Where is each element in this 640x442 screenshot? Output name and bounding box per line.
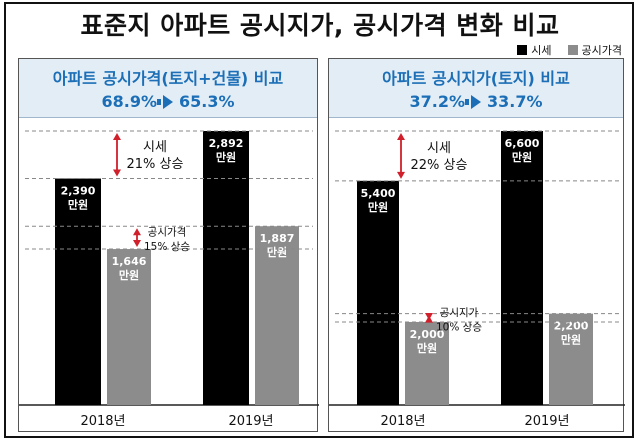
data-unit-label: 만원: [216, 150, 236, 164]
bar-official-2019년: [255, 226, 299, 405]
main-title: 표준지 아파트 공시지가, 공시가격 변화 비교: [80, 11, 560, 40]
arrow-head-down: [397, 171, 405, 179]
data-unit-label: 만원: [68, 198, 88, 212]
arrow-head-up: [397, 133, 405, 140]
data-unit-label: 만원: [368, 200, 388, 214]
legend-label-official: 공시가격: [581, 44, 622, 57]
panel-header: 아파트 공시가격(토지+건물) 비교 68.9% 65.3%: [19, 59, 317, 118]
ratio-to: 33.7%: [487, 92, 543, 111]
ratio-to: 65.3%: [179, 92, 235, 111]
arrow-right-icon: [157, 94, 173, 109]
annotation-text: 공시가격: [148, 226, 187, 239]
annotation-text: 시세: [427, 141, 451, 156]
annotation-text: 공시지가: [440, 307, 479, 319]
legend-swatch-official: [567, 45, 578, 55]
arrow-head-down: [133, 240, 141, 248]
bar-chart-left: 2,390만원1,646만원2018년2,892만원1,887만원2019년시세…: [19, 130, 319, 429]
bar-official-2018년: [405, 321, 449, 405]
legend-label-market: 시세: [531, 44, 552, 57]
panel-title: 아파트 공시가격(토지+건물) 비교: [52, 69, 284, 88]
bar-chart-right: 5,400만원2,000만원2018년6,600만원2,200만원2019년시세…: [329, 130, 625, 429]
data-label: 2,390: [61, 185, 96, 198]
annotation-text: 시세: [143, 140, 167, 155]
data-unit-label: 만원: [267, 245, 287, 259]
arrow-head-down: [113, 169, 121, 177]
data-label: 5,400: [361, 187, 396, 200]
plot-area: 5,400만원2,000만원2018년6,600만원2,200만원2019년시세…: [329, 130, 625, 429]
bar-market-2018년: [55, 178, 101, 405]
bar-market-2019년: [203, 131, 249, 405]
arrow-right-icon: [465, 94, 481, 109]
arrow-head-down: [425, 312, 433, 320]
bar-official-2019년: [549, 313, 593, 405]
arrow-head-up: [133, 228, 141, 236]
annotation-text: 21% 상승: [127, 157, 184, 172]
data-label: 2,200: [554, 320, 589, 333]
data-label: 2,892: [209, 137, 244, 150]
panel-title: 아파트 공시지가(토지) 비교: [382, 69, 570, 88]
data-label: 1,887: [260, 232, 295, 245]
ratio-change: 68.9% 65.3%: [19, 92, 317, 111]
bar-market-2018년: [357, 180, 399, 405]
ratio-from: 37.2%: [409, 92, 465, 111]
chart-panel-right: 아파트 공시지가(토지) 비교 37.2% 33.7% 5,400 만원 2,000…: [328, 58, 625, 432]
bar-official-2018년: [107, 249, 151, 405]
plot-area: 2,390만원1,646만원2018년2,892만원1,887만원2019년시세…: [19, 130, 319, 429]
data-label: 2,000: [410, 328, 445, 341]
outer-frame: [4, 2, 634, 438]
data-unit-label: 만원: [417, 341, 437, 355]
bar-market-2019년: [501, 131, 543, 405]
x-tick-label: 2018년: [380, 414, 425, 429]
data-unit-label: 만원: [512, 150, 532, 164]
ratio-from: 68.9%: [101, 92, 157, 111]
ratio-change: 37.2% 33.7%: [329, 92, 623, 111]
chart-panel-left: 아파트 공시가격(토지+건물) 비교 68.9% 65.3% 2,390 만원 1,…: [18, 58, 319, 432]
data-unit-label: 만원: [561, 333, 581, 347]
data-label: 6,600: [505, 137, 540, 150]
x-tick-label: 2018년: [80, 414, 125, 429]
panel-header: 아파트 공시지가(토지) 비교 37.2% 33.7%: [329, 59, 623, 118]
annotation-text: 22% 상승: [411, 158, 468, 173]
annotation-text: 10% 상승: [436, 321, 482, 333]
annotation-text: 15% 상승: [144, 241, 190, 253]
arrow-head-up: [113, 133, 121, 140]
data-label: 1,646: [112, 255, 147, 268]
x-tick-label: 2019년: [524, 414, 569, 429]
x-tick-label: 2019년: [228, 414, 273, 429]
legend-swatch-market: [517, 45, 528, 55]
data-unit-label: 만원: [119, 268, 139, 282]
legend: 시세 공시가격: [517, 42, 622, 58]
